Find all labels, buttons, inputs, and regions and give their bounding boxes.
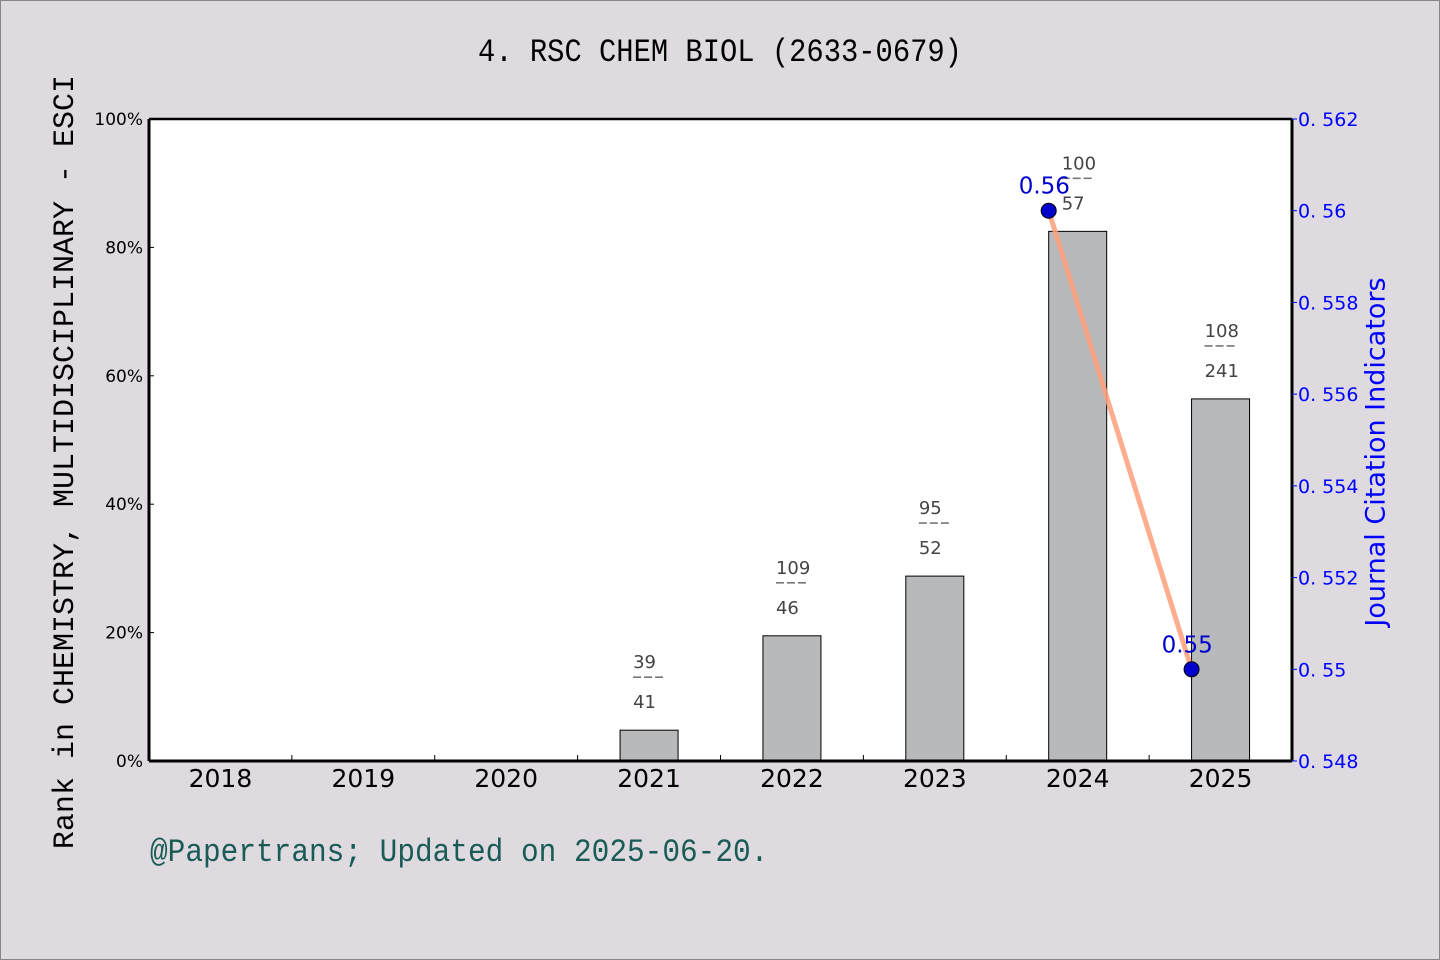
right-tick-label: 0. 548: [1298, 751, 1358, 773]
jci-value-label: 0.56: [1019, 174, 1070, 200]
left-tick-label: 80%: [105, 238, 143, 258]
bar-label-top: 39: [633, 652, 656, 673]
jci-value-label: 0.55: [1162, 632, 1213, 658]
bar-label-bottom: 46: [776, 598, 799, 619]
right-tick-label: 0. 554: [1298, 476, 1358, 498]
right-tick-label: 0. 556: [1298, 384, 1358, 406]
jci-marker-2024: [1040, 202, 1057, 219]
x-tick-label: 2024: [1046, 764, 1110, 793]
bar-label-top: 108: [1205, 321, 1239, 342]
x-tick-label: 2025: [1189, 764, 1253, 793]
bar-2022: [762, 635, 822, 762]
left-tick-label: 20%: [105, 624, 143, 644]
footer-credit: @Papertrans; Updated on 2025-06-20.: [150, 834, 769, 871]
right-tick-label: 0. 558: [1298, 292, 1358, 314]
left-tick-label: 40%: [105, 495, 143, 515]
x-tick-label: 2022: [760, 764, 824, 793]
x-tick-label: 2021: [617, 764, 681, 793]
bar-label-bottom: 57: [1062, 193, 1085, 214]
bar-label-top: 95: [919, 498, 942, 519]
bar-label-bottom: 41: [633, 692, 656, 713]
x-tick-label: 2018: [189, 764, 253, 793]
left-tick-label: 100%: [94, 110, 143, 130]
bar-label-top: 100: [1062, 153, 1096, 174]
right-tick-label: 0. 55: [1298, 659, 1346, 681]
chart-title: 4. RSC CHEM BIOL (2633-0679): [478, 34, 962, 71]
left-tick-label: 0%: [116, 752, 143, 772]
bar-label-bottom: 241: [1205, 361, 1239, 382]
x-tick-label: 2019: [332, 764, 396, 793]
bar-label-bottom: 52: [919, 538, 942, 559]
right-tick-label: 0. 56: [1298, 201, 1346, 223]
jci-line: [1046, 209, 1194, 671]
bar-2021: [619, 729, 679, 762]
bar-2023: [905, 575, 965, 762]
jci-marker-2025: [1183, 661, 1200, 678]
right-tick-label: 0. 562: [1298, 109, 1358, 131]
x-tick-label: 2020: [474, 764, 538, 793]
bar-label-top: 109: [776, 558, 810, 579]
x-tick-label: 2023: [903, 764, 967, 793]
bar-2025: [1191, 398, 1251, 762]
left-tick-label: 60%: [105, 367, 143, 387]
right-tick-label: 0. 552: [1298, 568, 1358, 590]
